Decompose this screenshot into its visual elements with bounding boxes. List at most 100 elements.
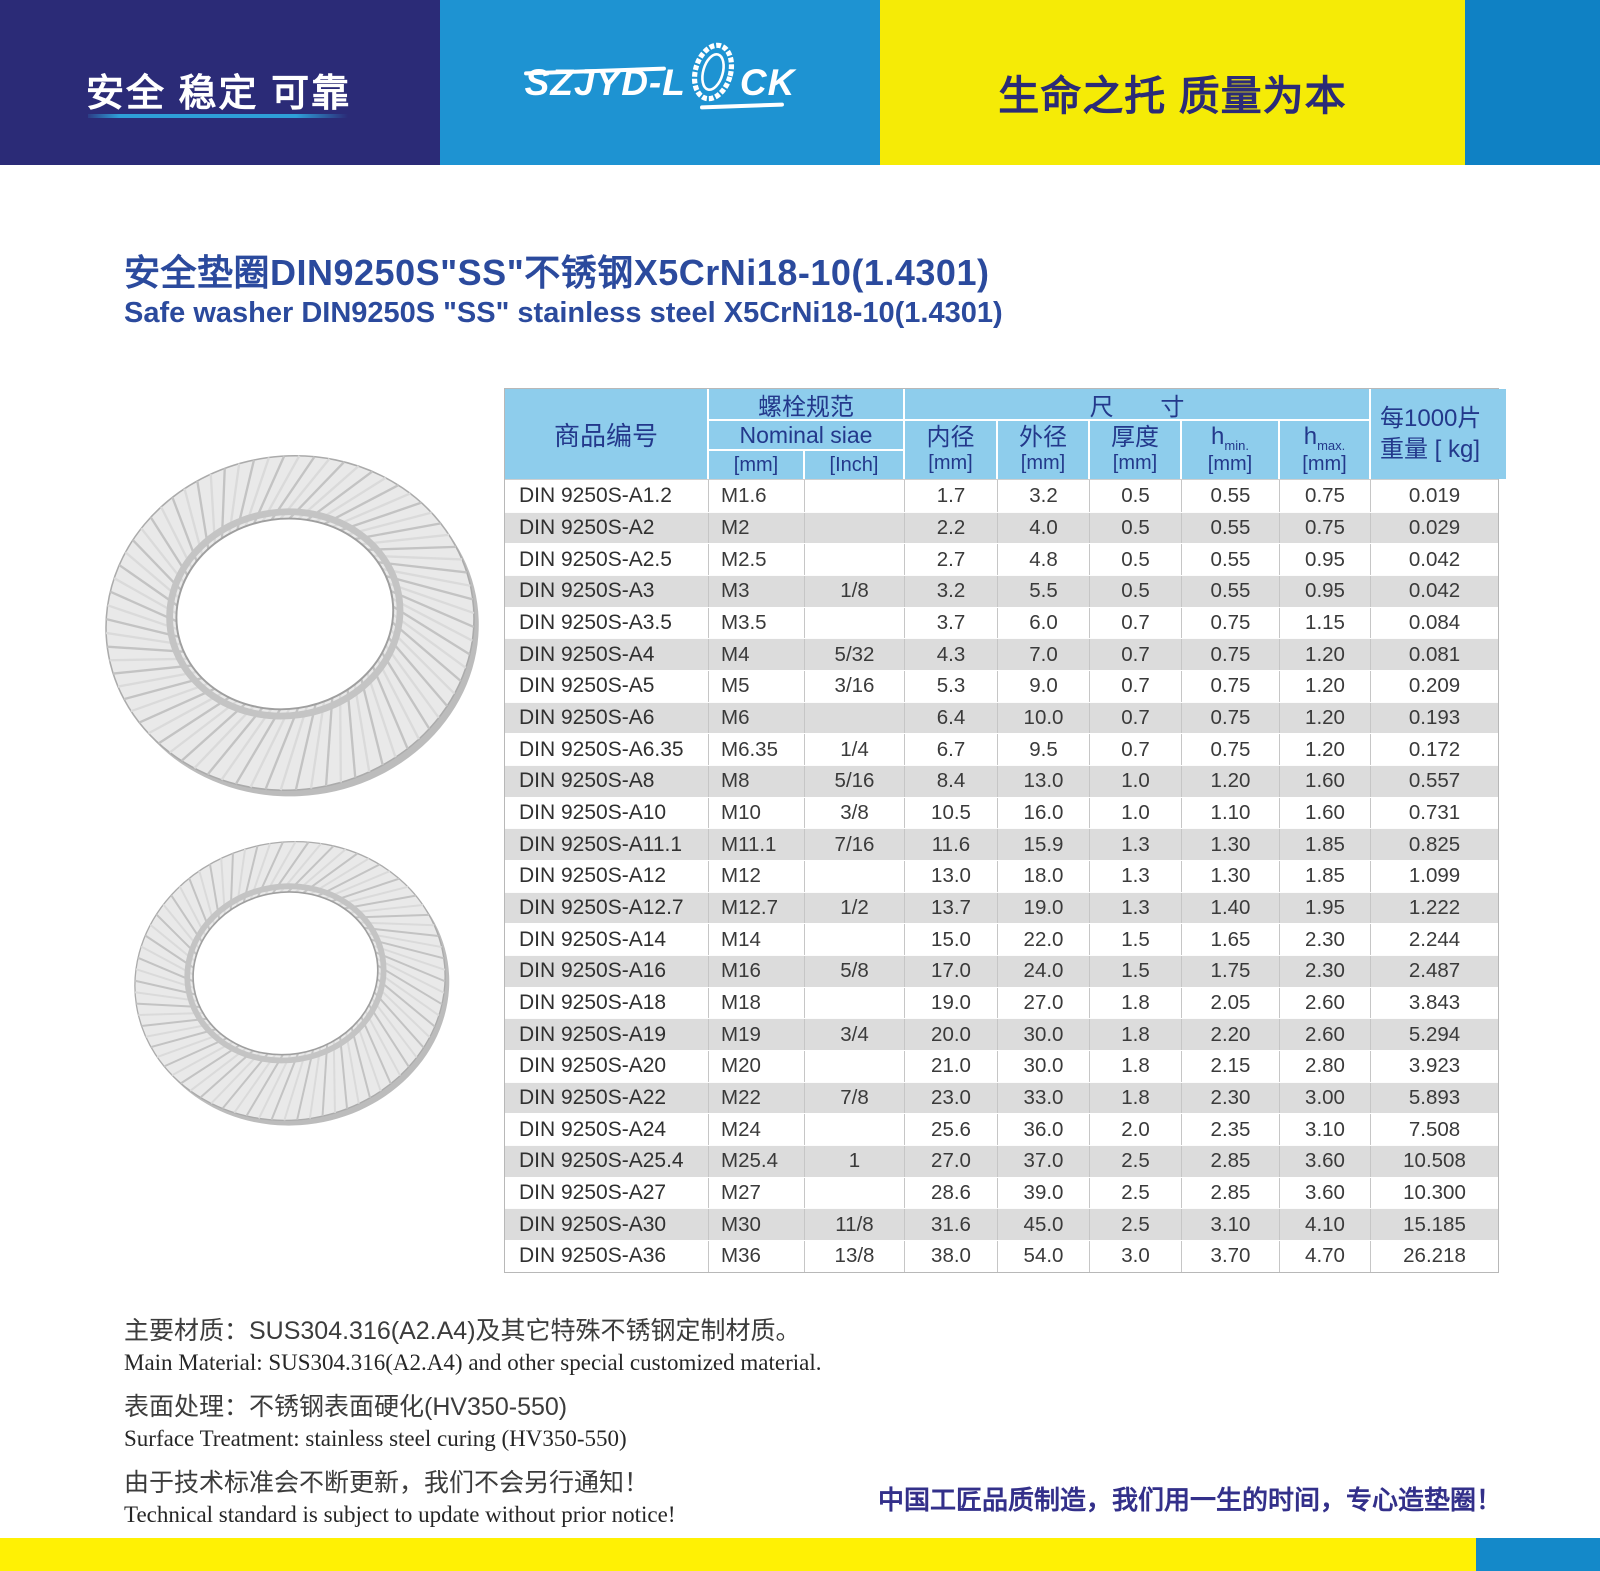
weight-cell: 2.487: [1408, 959, 1461, 983]
table-row: DIN 9250S-A6.35 M6.35 1/4 6.7 9.5 0.7 0.75 1.20…: [505, 733, 1498, 766]
col-header-h-max: hmax. [mm]: [1280, 421, 1369, 479]
nominal-mm-cell: M14: [709, 924, 805, 956]
h-min-cell: 2.30: [1182, 1082, 1280, 1114]
h-max-cell: 1.60: [1280, 766, 1371, 797]
nominal-inch-cell: 1/8: [805, 576, 905, 607]
weight-line2: 重量 [ kg]: [1380, 436, 1481, 463]
weight-cell: 15.185: [1403, 1212, 1466, 1236]
nominal-mm-cell: M24: [709, 1114, 805, 1146]
product-no-cell: DIN 9250S-A30: [505, 1209, 709, 1241]
header-slogan-right: 生命之托 质量为本: [998, 73, 1347, 119]
thickness-cell: 2.5: [1090, 1209, 1182, 1241]
header-band-blue: [440, 0, 880, 165]
h-max-cell: 2.60: [1280, 1019, 1371, 1051]
h-min-cell: 1.10: [1182, 797, 1280, 829]
h-min-cell: 0.55: [1182, 544, 1280, 576]
nominal-inch-cell: 5/32: [805, 639, 905, 671]
thickness-cell: 1.3: [1090, 829, 1182, 861]
notes-block: 主要材质：SUS304.316(A2.A4)及其它特殊不锈钢定制材质。 Main…: [124, 1316, 822, 1544]
inner-dia-cell: 38.0: [905, 1241, 998, 1272]
weight-cell: 0.172: [1408, 737, 1461, 761]
nominal-mm-cell: M1.6: [709, 480, 805, 512]
product-no-cell: DIN 9250S-A6.35: [505, 734, 709, 766]
h-max-cell: 1.20: [1280, 671, 1371, 702]
outer-dia-cell: 6.0: [998, 607, 1090, 639]
h-min-cell: 2.85: [1182, 1146, 1280, 1177]
h-max-cell: 2.80: [1280, 1051, 1371, 1082]
nominal-mm-cell: M6: [709, 702, 805, 734]
nominal-inch-cell: 7/8: [805, 1082, 905, 1114]
table-row: DIN 9250S-A2.5 M2.5 2.7 4.8 0.5 0.55 0.95 0.042: [505, 543, 1498, 576]
col-header-nominal-size: Nominal siae: [709, 421, 903, 449]
weight-cell: 1.099: [1408, 864, 1461, 888]
weight-cell: 0.731: [1408, 801, 1461, 825]
thickness-cell: 0.7: [1090, 639, 1182, 671]
weight-cell: 26.218: [1403, 1244, 1466, 1268]
h-min-cell: 0.75: [1182, 734, 1280, 766]
h-max-cell: 1.15: [1280, 607, 1371, 639]
product-no-cell: DIN 9250S-A36: [505, 1241, 709, 1272]
h-max-cell: 0.95: [1280, 544, 1371, 576]
slogan-underline: [88, 114, 348, 118]
nominal-mm-cell: M30: [709, 1209, 805, 1241]
h-min-cell: 2.15: [1182, 1051, 1280, 1082]
nominal-inch-cell: [805, 861, 905, 892]
weight-cell: 2.244: [1408, 927, 1461, 951]
col-header-product-no: 商品编号: [505, 389, 707, 479]
h-max-cell: 3.60: [1280, 1146, 1371, 1177]
table-row: DIN 9250S-A16 M16 5/8 17.0 24.0 1.5 1.75 2.30 2.…: [505, 955, 1498, 987]
outer-dia-cell: 33.0: [998, 1082, 1090, 1114]
nominal-inch-cell: 1: [805, 1146, 905, 1177]
table-row: DIN 9250S-A12 M12 13.0 18.0 1.3 1.30 1.85 1.099: [505, 860, 1498, 892]
h-min-cell: 1.30: [1182, 829, 1280, 861]
h-max-cell: 4.70: [1280, 1241, 1371, 1272]
h-min-cell: 0.75: [1182, 639, 1280, 671]
product-no-cell: DIN 9250S-A10: [505, 797, 709, 829]
thickness-cell: 1.0: [1090, 766, 1182, 797]
table-row: DIN 9250S-A8 M8 5/16 8.4 13.0 1.0 1.20 1.60 0.55…: [505, 765, 1498, 797]
header-band-yellow: [880, 0, 1465, 165]
table-header: 商品编号 螺栓规范 尺 寸 每1000片 重量 [ kg] Nominal si…: [505, 389, 1506, 479]
product-no-cell: DIN 9250S-A18: [505, 987, 709, 1019]
inner-dia-cell: 13.0: [905, 861, 998, 892]
thickness-cell: 2.0: [1090, 1114, 1182, 1146]
nominal-inch-cell: [805, 544, 905, 576]
bottom-strip-blue: [1476, 1538, 1600, 1571]
outer-dia-cell: 19.0: [998, 892, 1090, 924]
nominal-mm-cell: M11.1: [709, 829, 805, 861]
col-header-inner-dia: 内径 [mm]: [905, 421, 996, 479]
brand-logo: SZJYD-L CK: [440, 0, 880, 165]
table-row: DIN 9250S-A19 M19 3/4 20.0 30.0 1.8 2.20 2.60 5.…: [505, 1018, 1498, 1051]
nominal-mm-cell: M22: [709, 1082, 805, 1114]
table-row: DIN 9250S-A6 M6 6.4 10.0 0.7 0.75 1.20 0.193: [505, 701, 1498, 734]
h-min-cell: 0.55: [1182, 480, 1280, 512]
nominal-mm-cell: M3: [709, 576, 805, 607]
col-header-bolt-spec: 螺栓规范: [709, 389, 903, 421]
h-min-cell: 3.10: [1182, 1209, 1280, 1241]
table-row: DIN 9250S-A2 M2 2.2 4.0 0.5 0.55 0.75 0.029: [505, 511, 1498, 544]
weight-cell: 0.042: [1408, 547, 1461, 571]
weight-cell: 0.209: [1408, 674, 1461, 698]
inner-dia-cell: 3.2: [905, 576, 998, 607]
outer-dia-cell: 3.2: [998, 480, 1090, 512]
note-material-en: Main Material: SUS304.316(A2.A4) and oth…: [124, 1350, 822, 1375]
thickness-cell: 3.0: [1090, 1241, 1182, 1272]
table-row: DIN 9250S-A25.4 M25.4 1 27.0 37.0 2.5 2.85 3.60…: [505, 1145, 1498, 1177]
product-no-cell: DIN 9250S-A4: [505, 639, 709, 671]
outer-dia-cell: 9.5: [998, 734, 1090, 766]
product-no-cell: DIN 9250S-A5: [505, 671, 709, 702]
weight-cell: 0.557: [1408, 769, 1461, 793]
thickness-cell: 2.5: [1090, 1146, 1182, 1177]
note-material-zh: 主要材质：SUS304.316(A2.A4)及其它特殊不锈钢定制材质。: [124, 1317, 801, 1345]
weight-cell: 5.294: [1408, 1022, 1461, 1046]
inner-dia-cell: 8.4: [905, 766, 998, 797]
h-min-cell: 0.75: [1182, 702, 1280, 734]
nominal-mm-cell: M20: [709, 1051, 805, 1082]
outer-dia-cell: 24.0: [998, 956, 1090, 987]
weight-cell: 3.923: [1408, 1054, 1461, 1078]
h-max-cell: 1.60: [1280, 797, 1371, 829]
weight-cell: 0.019: [1408, 483, 1461, 507]
outer-dia-cell: 39.0: [998, 1177, 1090, 1209]
product-no-cell: DIN 9250S-A14: [505, 924, 709, 956]
h-min-cell: 2.35: [1182, 1114, 1280, 1146]
